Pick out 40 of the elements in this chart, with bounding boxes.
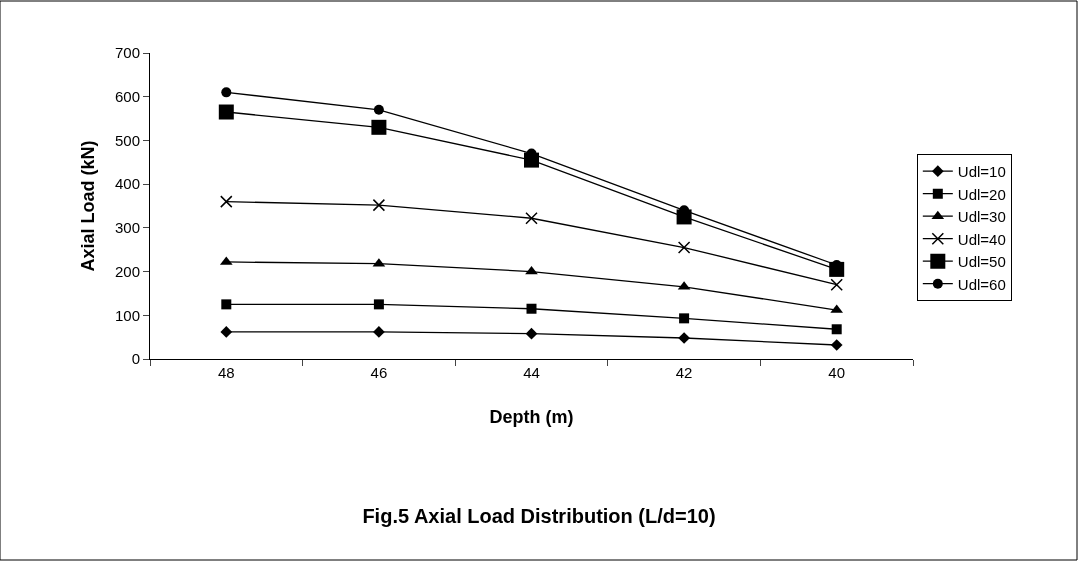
x-tick-label: 42	[675, 364, 693, 381]
point	[373, 326, 385, 338]
point	[525, 327, 538, 340]
point	[221, 87, 232, 98]
y-tick-label: 300	[114, 219, 140, 237]
point	[830, 339, 843, 351]
point	[525, 211, 538, 225]
point	[831, 324, 842, 335]
y-tick-label: 400	[114, 175, 140, 193]
y-tick-label: 500	[114, 131, 140, 149]
point	[677, 241, 691, 254]
point	[526, 303, 537, 314]
x-axis-title: Depth (m)	[489, 407, 574, 428]
y-axis-title: Axial Load (kN)	[78, 140, 99, 272]
legend-label: Udl=50	[957, 253, 1006, 271]
legend-label: Udl=10	[957, 163, 1006, 181]
y-tick-label: 700	[114, 44, 140, 62]
y-tick-label: 100	[114, 306, 140, 324]
y-tick-label: 600	[114, 87, 140, 105]
point	[372, 198, 386, 212]
point	[679, 313, 690, 324]
x-tick-label: 46	[370, 364, 388, 381]
legend-label: Udl=40	[957, 230, 1006, 248]
legend-label: Udl=20	[957, 185, 1006, 203]
legend-label: Udl=30	[957, 208, 1006, 226]
x-tick-label: 40	[828, 364, 846, 381]
point	[371, 119, 387, 135]
y-tick-label: 200	[114, 262, 140, 280]
x-tick-label: 48	[217, 364, 235, 381]
point	[220, 326, 233, 338]
point	[220, 195, 233, 208]
point	[373, 104, 384, 115]
point	[373, 299, 384, 310]
legend-label: Udl=60	[957, 275, 1006, 293]
point	[830, 278, 843, 291]
text: Fig.5 Axial Load Distribution (L/d=10)	[362, 505, 716, 528]
y-tick-label: 0	[131, 350, 140, 368]
point	[218, 104, 234, 120]
point	[221, 299, 232, 310]
x-tick-label: 44	[523, 364, 540, 381]
